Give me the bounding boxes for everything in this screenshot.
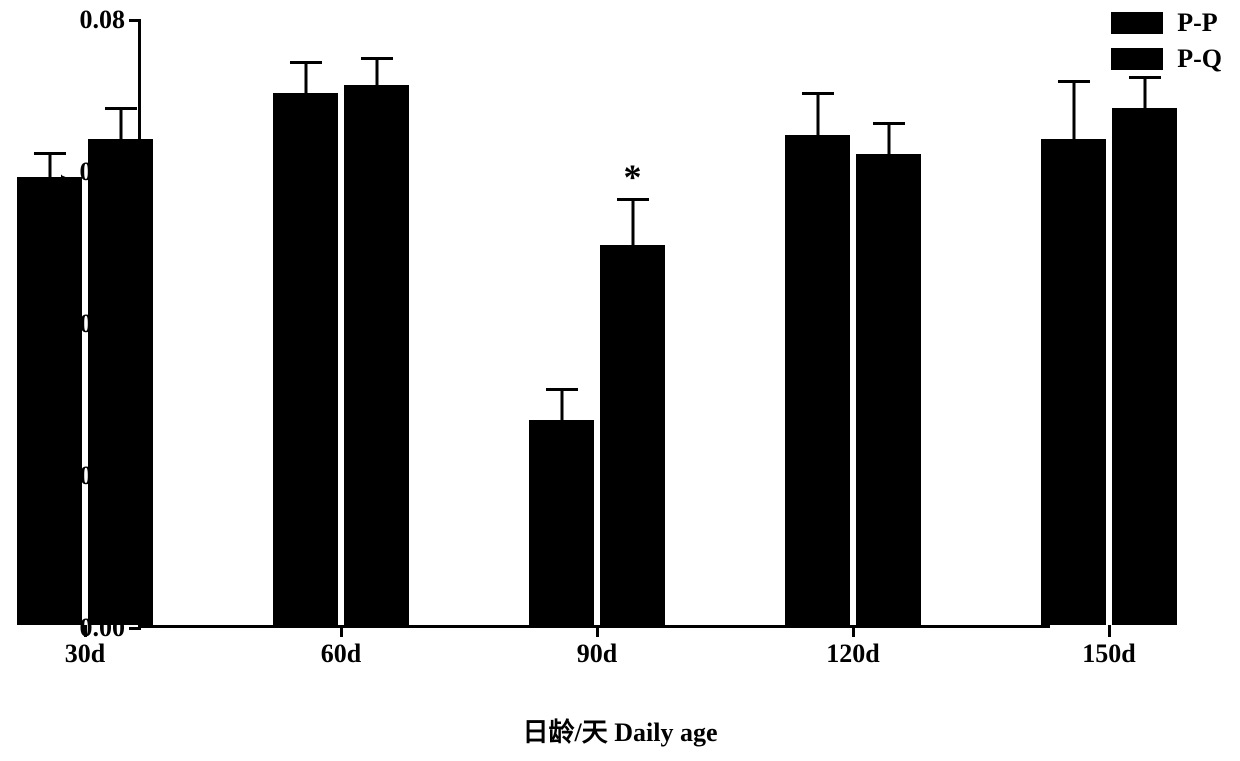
legend-label: P-Q [1177,44,1222,74]
error-bar-stem [887,123,890,153]
error-bar-cap [873,122,905,125]
significance-marker: * [624,156,642,198]
x-tick [340,625,343,637]
legend-item-pp: P-P [1111,8,1222,38]
error-bar-stem [375,59,378,86]
legend-swatch [1111,12,1163,34]
y-tick [129,627,141,630]
x-tick-label: 60d [321,639,361,669]
error-bar-stem [1143,78,1146,108]
error-bar-stem [1072,82,1075,139]
bar [344,85,409,625]
error-bar-stem [560,389,563,419]
error-bar-stem [304,63,307,93]
x-tick-label: 150d [1082,639,1135,669]
error-bar-stem [816,93,819,135]
error-bar-cap [1058,80,1090,83]
error-bar-stem [48,154,51,177]
bar [600,245,665,625]
legend-label: P-P [1177,8,1217,38]
growth-rate-bar-chart: 0.000.020.040.060.0830d60d90d*120d150d 绝… [0,0,1240,761]
x-tick [852,625,855,637]
legend-swatch [1111,48,1163,70]
plot-area: 0.000.020.040.060.0830d60d90d*120d150d [138,20,1050,628]
x-tick-label: 120d [826,639,879,669]
error-bar-stem [631,199,634,245]
x-tick-label: 30d [65,639,105,669]
error-bar-cap [361,57,393,60]
y-axis-label-en: Absolute growth rate of body [52,174,79,474]
y-tick-label: 0.08 [80,5,126,35]
y-tick [129,19,141,22]
x-tick [596,625,599,637]
error-bar-cap [105,107,137,110]
bar [1041,139,1106,625]
bar [273,93,338,625]
bar [785,135,850,625]
bar [529,420,594,625]
legend-item-pq: P-Q [1111,44,1222,74]
bar [1112,108,1177,625]
x-tick-label: 90d [577,639,617,669]
error-bar-cap [802,92,834,95]
bar [88,139,153,625]
x-tick [1108,625,1111,637]
error-bar-cap [546,388,578,391]
bar [856,154,921,625]
error-bar-cap [290,61,322,64]
error-bar-cap [34,152,66,155]
x-tick [84,625,87,637]
error-bar-cap [1129,76,1161,79]
error-bar-stem [119,108,122,138]
x-axis-label: 日龄/天 Daily age [523,712,718,749]
legend: P-P P-Q [1111,8,1222,74]
